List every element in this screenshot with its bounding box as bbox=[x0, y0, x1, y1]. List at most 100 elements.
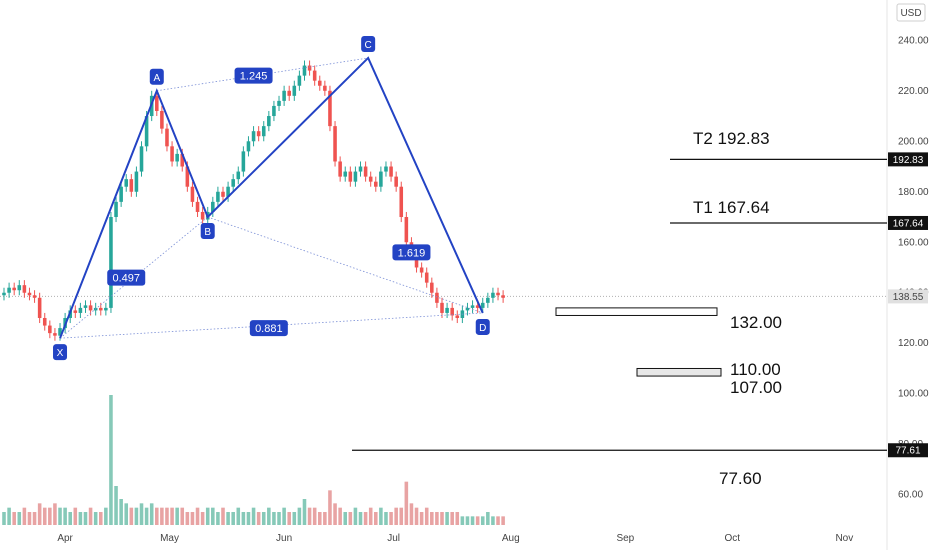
candle-body bbox=[363, 166, 368, 177]
last-price-tag-box bbox=[888, 289, 928, 304]
candle-body bbox=[37, 297, 42, 318]
volume-bar bbox=[374, 512, 378, 525]
zone-110-label: 110.00 bbox=[730, 360, 781, 379]
candle-body bbox=[384, 166, 388, 172]
volume-bar bbox=[63, 507, 67, 525]
candle-body bbox=[226, 186, 230, 197]
candle-body bbox=[287, 90, 291, 96]
candle-body bbox=[450, 307, 454, 316]
volume-bar bbox=[368, 507, 373, 525]
volume-bar bbox=[246, 512, 251, 525]
candle-body bbox=[470, 305, 475, 308]
axis-tag-box bbox=[888, 443, 928, 458]
candle-body bbox=[440, 302, 444, 313]
volume-bar bbox=[139, 503, 144, 525]
candle-body bbox=[496, 292, 500, 296]
pattern-ratio-line bbox=[59, 312, 483, 339]
volume-bar bbox=[53, 503, 57, 525]
pattern-point-label: D bbox=[479, 323, 486, 334]
candle-body bbox=[48, 325, 52, 334]
axis-tag-label: 77.61 bbox=[895, 446, 920, 457]
x-tick-label: Oct bbox=[725, 533, 741, 544]
volume-bar bbox=[165, 507, 169, 525]
y-tick-label: 180.00 bbox=[898, 187, 929, 198]
volume-bar bbox=[241, 512, 246, 525]
volume-bar bbox=[470, 516, 475, 525]
ratio-badge-label: 1.245 bbox=[240, 71, 268, 83]
pattern-point-c: C bbox=[361, 35, 376, 52]
zone-132 bbox=[555, 307, 718, 316]
candle-body bbox=[389, 166, 393, 177]
volume-bar bbox=[114, 486, 118, 525]
candle-body bbox=[297, 75, 302, 86]
candle-body bbox=[22, 285, 27, 293]
volume-bar bbox=[465, 516, 470, 525]
volume-bar bbox=[353, 507, 358, 525]
volume-bars bbox=[2, 395, 505, 525]
candle-body bbox=[221, 191, 225, 197]
volume-bar bbox=[475, 516, 480, 525]
candle-body bbox=[246, 141, 251, 152]
candle-body bbox=[83, 305, 88, 308]
ratio-badge: 1.619 bbox=[392, 244, 431, 261]
x-tick-label: Jun bbox=[276, 533, 292, 544]
last-price-tag-label: 138.55 bbox=[893, 292, 924, 303]
volume-bar bbox=[287, 512, 291, 525]
volume-bar bbox=[384, 512, 388, 525]
pattern-point-label: A bbox=[153, 73, 160, 84]
candle-body bbox=[134, 171, 139, 192]
volume-bar bbox=[348, 512, 353, 525]
y-tick-label: 240.00 bbox=[898, 35, 929, 46]
candle-body bbox=[180, 153, 185, 167]
pattern-leg-line bbox=[59, 56, 484, 339]
candle-body bbox=[7, 287, 11, 293]
volume-bar bbox=[155, 507, 159, 525]
ratio-badge: 0.497 bbox=[107, 269, 146, 286]
x-tick-label: Apr bbox=[57, 533, 73, 544]
level-77-label: 77.60 bbox=[719, 469, 762, 488]
last-price-tag: 138.55 bbox=[888, 289, 928, 304]
volume-bar bbox=[261, 512, 266, 525]
currency-badge[interactable]: USD bbox=[896, 3, 926, 22]
candle-body bbox=[282, 90, 286, 101]
volume-bar bbox=[414, 507, 419, 525]
x-tick-label: May bbox=[160, 533, 179, 544]
volume-bar bbox=[501, 516, 505, 525]
candle-body bbox=[424, 272, 429, 283]
volume-bar bbox=[124, 503, 129, 525]
level-t1-label: T1 167.64 bbox=[693, 198, 770, 217]
candle-body bbox=[501, 295, 505, 298]
candle-body bbox=[42, 317, 47, 326]
ratio-badge-box bbox=[107, 269, 146, 286]
volume-bar bbox=[338, 507, 342, 525]
ratio-badge-label: 1.619 bbox=[398, 247, 426, 259]
volume-bar bbox=[424, 507, 429, 525]
ratio-badge-box bbox=[392, 244, 431, 261]
candle-body bbox=[379, 171, 383, 187]
y-tick-label: 120.00 bbox=[898, 338, 929, 349]
volume-bar bbox=[226, 512, 230, 525]
axis-tag-label: 167.64 bbox=[893, 218, 924, 229]
axis-tag-box bbox=[888, 215, 928, 230]
volume-bar bbox=[22, 507, 27, 525]
pattern-point-badge bbox=[149, 68, 164, 85]
candle-body bbox=[465, 307, 470, 311]
candle-body bbox=[475, 305, 480, 308]
volume-bar bbox=[185, 512, 190, 525]
candle-body bbox=[165, 128, 169, 147]
candle-body bbox=[78, 307, 83, 313]
candle-body bbox=[343, 171, 348, 177]
candle-body bbox=[124, 179, 129, 187]
candle-body bbox=[195, 201, 200, 212]
candle-body bbox=[73, 310, 78, 313]
volume-bar bbox=[104, 507, 108, 525]
candle-body bbox=[328, 90, 332, 127]
candle-body bbox=[160, 110, 164, 129]
candle-body bbox=[104, 307, 108, 311]
volume-bar bbox=[460, 516, 465, 525]
zone-132-label: 132.00 bbox=[730, 313, 782, 332]
candle-body bbox=[27, 292, 32, 296]
candle-body bbox=[317, 80, 322, 86]
volume-bar bbox=[430, 512, 434, 525]
volume-bar bbox=[435, 512, 439, 525]
